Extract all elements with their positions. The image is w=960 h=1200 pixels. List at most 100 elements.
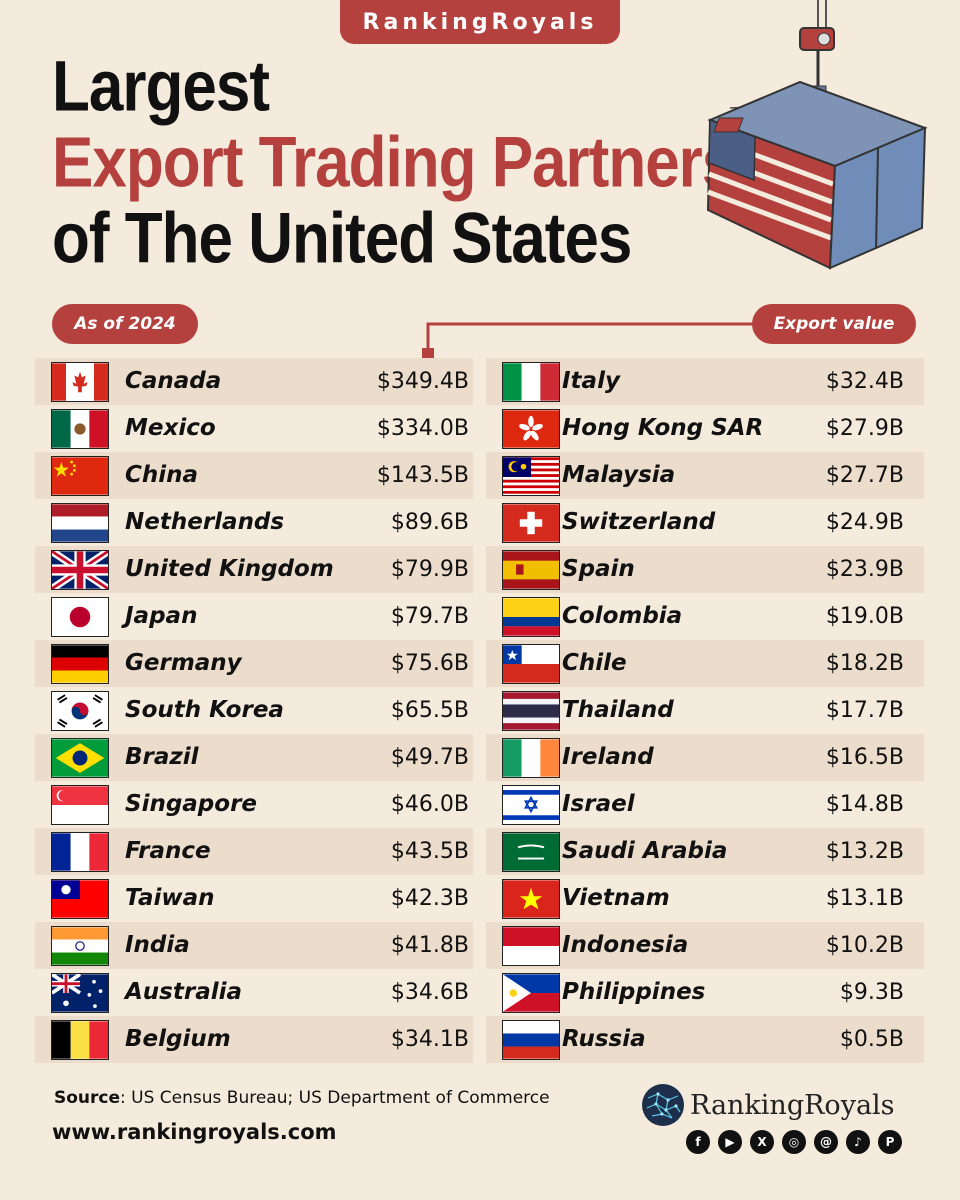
table-row: Ireland $16.5B — [486, 734, 924, 781]
export-value: $65.5B — [390, 698, 469, 723]
country-name: Thailand — [562, 697, 674, 723]
youtube-icon[interactable]: ▶ — [718, 1130, 742, 1154]
country-name: France — [125, 838, 211, 864]
table-row: United Kingdom $79.9B — [35, 546, 473, 593]
shipping-container-illustration — [706, 0, 928, 270]
country-name: Philippines — [562, 979, 706, 1005]
table-row: Colombia $19.0B — [486, 593, 924, 640]
table-row: Russia $0.5B — [486, 1016, 924, 1063]
table-row: Taiwan $42.3B — [35, 875, 473, 922]
country-name: United Kingdom — [125, 556, 334, 582]
table-row: Vietnam $13.1B — [486, 875, 924, 922]
thailand-flag-icon — [502, 691, 560, 731]
table-row: India $41.8B — [35, 922, 473, 969]
table-row: Saudi Arabia $13.2B — [486, 828, 924, 875]
export-value: $349.4B — [376, 369, 469, 394]
export-value: $18.2B — [825, 651, 904, 676]
website-link[interactable]: www.rankingroyals.com — [52, 1120, 337, 1144]
facebook-icon[interactable]: f — [686, 1130, 710, 1154]
export-value: $24.9B — [825, 510, 904, 535]
country-name: Spain — [562, 556, 635, 582]
brand-logo: RankingRoyals — [642, 1084, 895, 1126]
country-name: India — [125, 932, 190, 958]
hong-kong-flag-icon — [502, 409, 560, 449]
export-value: $17.7B — [825, 698, 904, 723]
vietnam-flag-icon — [502, 879, 560, 919]
title-line-3: of The United States — [52, 199, 632, 279]
country-name: Canada — [125, 368, 222, 394]
country-name: Ireland — [562, 744, 654, 770]
chile-flag-icon — [502, 644, 560, 684]
table-row: Chile $18.2B — [486, 640, 924, 687]
table-row: South Korea $65.5B — [35, 687, 473, 734]
tiktok-icon[interactable]: ♪ — [846, 1130, 870, 1154]
country-name: Vietnam — [562, 885, 670, 911]
title-line-2: Export Trading Partners — [52, 123, 736, 203]
ireland-flag-icon — [502, 738, 560, 778]
export-value: $16.5B — [825, 745, 904, 770]
france-flag-icon — [51, 832, 109, 872]
export-value: $143.5B — [376, 463, 469, 488]
title-line-1: Largest — [52, 47, 270, 127]
country-name: Italy — [562, 368, 620, 394]
source-text: : US Census Bureau; US Department of Com… — [120, 1088, 550, 1108]
table-row: Spain $23.9B — [486, 546, 924, 593]
uk-flag-icon — [51, 550, 109, 590]
country-name: Saudi Arabia — [562, 838, 728, 864]
logo-text: RankingRoyals — [690, 1089, 895, 1121]
table-row: Thailand $17.7B — [486, 687, 924, 734]
country-name: Russia — [562, 1026, 646, 1052]
country-name: Switzerland — [562, 509, 716, 535]
table-row: Philippines $9.3B — [486, 969, 924, 1016]
country-name: Singapore — [125, 791, 258, 817]
italy-flag-icon — [502, 362, 560, 402]
export-value: $23.9B — [825, 557, 904, 582]
table-row: Malaysia $27.7B — [486, 452, 924, 499]
malaysia-flag-icon — [502, 456, 560, 496]
export-value: $0.5B — [839, 1027, 904, 1052]
export-value: $75.6B — [390, 651, 469, 676]
export-value: $79.7B — [390, 604, 469, 629]
country-name: Australia — [125, 979, 243, 1005]
saudi-arabia-flag-icon — [502, 832, 560, 872]
canada-flag-icon — [51, 362, 109, 402]
russia-flag-icon — [502, 1020, 560, 1060]
table-row: Belgium $34.1B — [35, 1016, 473, 1063]
threads-icon[interactable]: @ — [814, 1130, 838, 1154]
country-name: China — [125, 462, 199, 488]
instagram-icon[interactable]: ◎ — [782, 1130, 806, 1154]
export-value: $46.0B — [390, 792, 469, 817]
page-title: Largest Export Trading Partners of The U… — [52, 47, 736, 280]
country-name: Malaysia — [562, 462, 676, 488]
taiwan-flag-icon — [51, 879, 109, 919]
source-note: Source: US Census Bureau; US Department … — [54, 1088, 550, 1108]
south-korea-flag-icon — [51, 691, 109, 731]
table-row: Italy $32.4B — [486, 358, 924, 405]
pinterest-icon[interactable]: P — [878, 1130, 902, 1154]
country-table-right: Italy $32.4B Hong Kong SAR $27.9B Malaysia $2… — [486, 358, 924, 1063]
export-value: $49.7B — [390, 745, 469, 770]
netherlands-flag-icon — [51, 503, 109, 543]
table-row: Switzerland $24.9B — [486, 499, 924, 546]
table-row: Israel $14.8B — [486, 781, 924, 828]
export-value: $79.9B — [390, 557, 469, 582]
colombia-flag-icon — [502, 597, 560, 637]
source-label: Source — [54, 1088, 121, 1108]
table-row: Indonesia $10.2B — [486, 922, 924, 969]
germany-flag-icon — [51, 644, 109, 684]
singapore-flag-icon — [51, 785, 109, 825]
country-name: Germany — [125, 650, 242, 676]
country-name: Belgium — [125, 1026, 231, 1052]
switzerland-flag-icon — [502, 503, 560, 543]
export-value: $9.3B — [839, 980, 904, 1005]
x-icon[interactable]: X — [750, 1130, 774, 1154]
export-value: $41.8B — [390, 933, 469, 958]
brazil-flag-icon — [51, 738, 109, 778]
export-value: $34.1B — [390, 1027, 469, 1052]
table-row: France $43.5B — [35, 828, 473, 875]
country-name: Mexico — [125, 415, 216, 441]
table-row: Germany $75.6B — [35, 640, 473, 687]
export-value: $42.3B — [390, 886, 469, 911]
export-value: $32.4B — [825, 369, 904, 394]
table-row: Canada $349.4B — [35, 358, 473, 405]
